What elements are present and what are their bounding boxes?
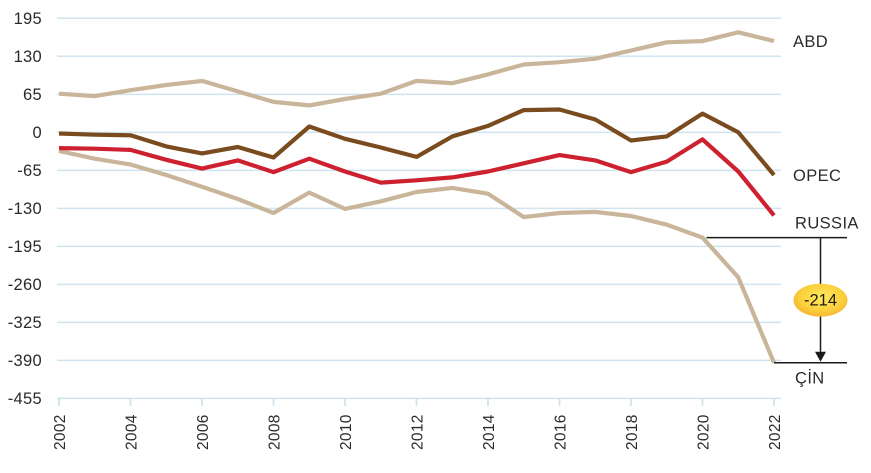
x-tick-label: 2016 — [552, 414, 569, 450]
x-tick-label: 2006 — [195, 414, 212, 450]
series-line-opec — [58, 107, 776, 177]
annotation-value-ellipse — [793, 283, 848, 317]
y-tick-label: 0 — [33, 124, 42, 142]
series-label-çi̇n: ÇİN — [795, 369, 825, 388]
x-tick-label: 2018 — [624, 414, 641, 450]
x-tick-label: 2008 — [266, 414, 283, 450]
x-tick-label: 2002 — [52, 414, 69, 450]
x-tick-label: 2014 — [481, 414, 498, 450]
y-tick-label: -390 — [8, 352, 42, 370]
series-label-russia: RUSSIA — [795, 214, 859, 232]
y-tick-label: -195 — [8, 238, 42, 256]
series-label-abd: ABD — [793, 33, 828, 51]
y-tick-label: 65 — [23, 86, 42, 104]
x-tick-label: 2004 — [123, 414, 140, 450]
series-line-abd — [58, 30, 775, 108]
y-tick-label: 195 — [14, 10, 42, 28]
annotation-arrowhead-icon — [815, 351, 826, 362]
annotation-value: -214 — [804, 292, 837, 310]
series-line-russia — [58, 137, 776, 217]
y-tick-label: -325 — [8, 314, 42, 332]
x-tick-label: 2012 — [409, 414, 426, 450]
series-line-çi̇n — [58, 148, 776, 364]
y-tick-label: -130 — [8, 200, 42, 218]
y-tick-label: -455 — [8, 390, 42, 408]
y-tick-label: 130 — [14, 48, 42, 66]
y-tick-label: -65 — [17, 162, 42, 180]
x-tick-label: 2022 — [767, 414, 784, 450]
x-tick-label: 2010 — [338, 414, 355, 450]
series-label-opec: OPEC — [793, 167, 841, 185]
x-tick-label: 2020 — [695, 414, 712, 450]
y-tick-label: -260 — [8, 276, 42, 294]
